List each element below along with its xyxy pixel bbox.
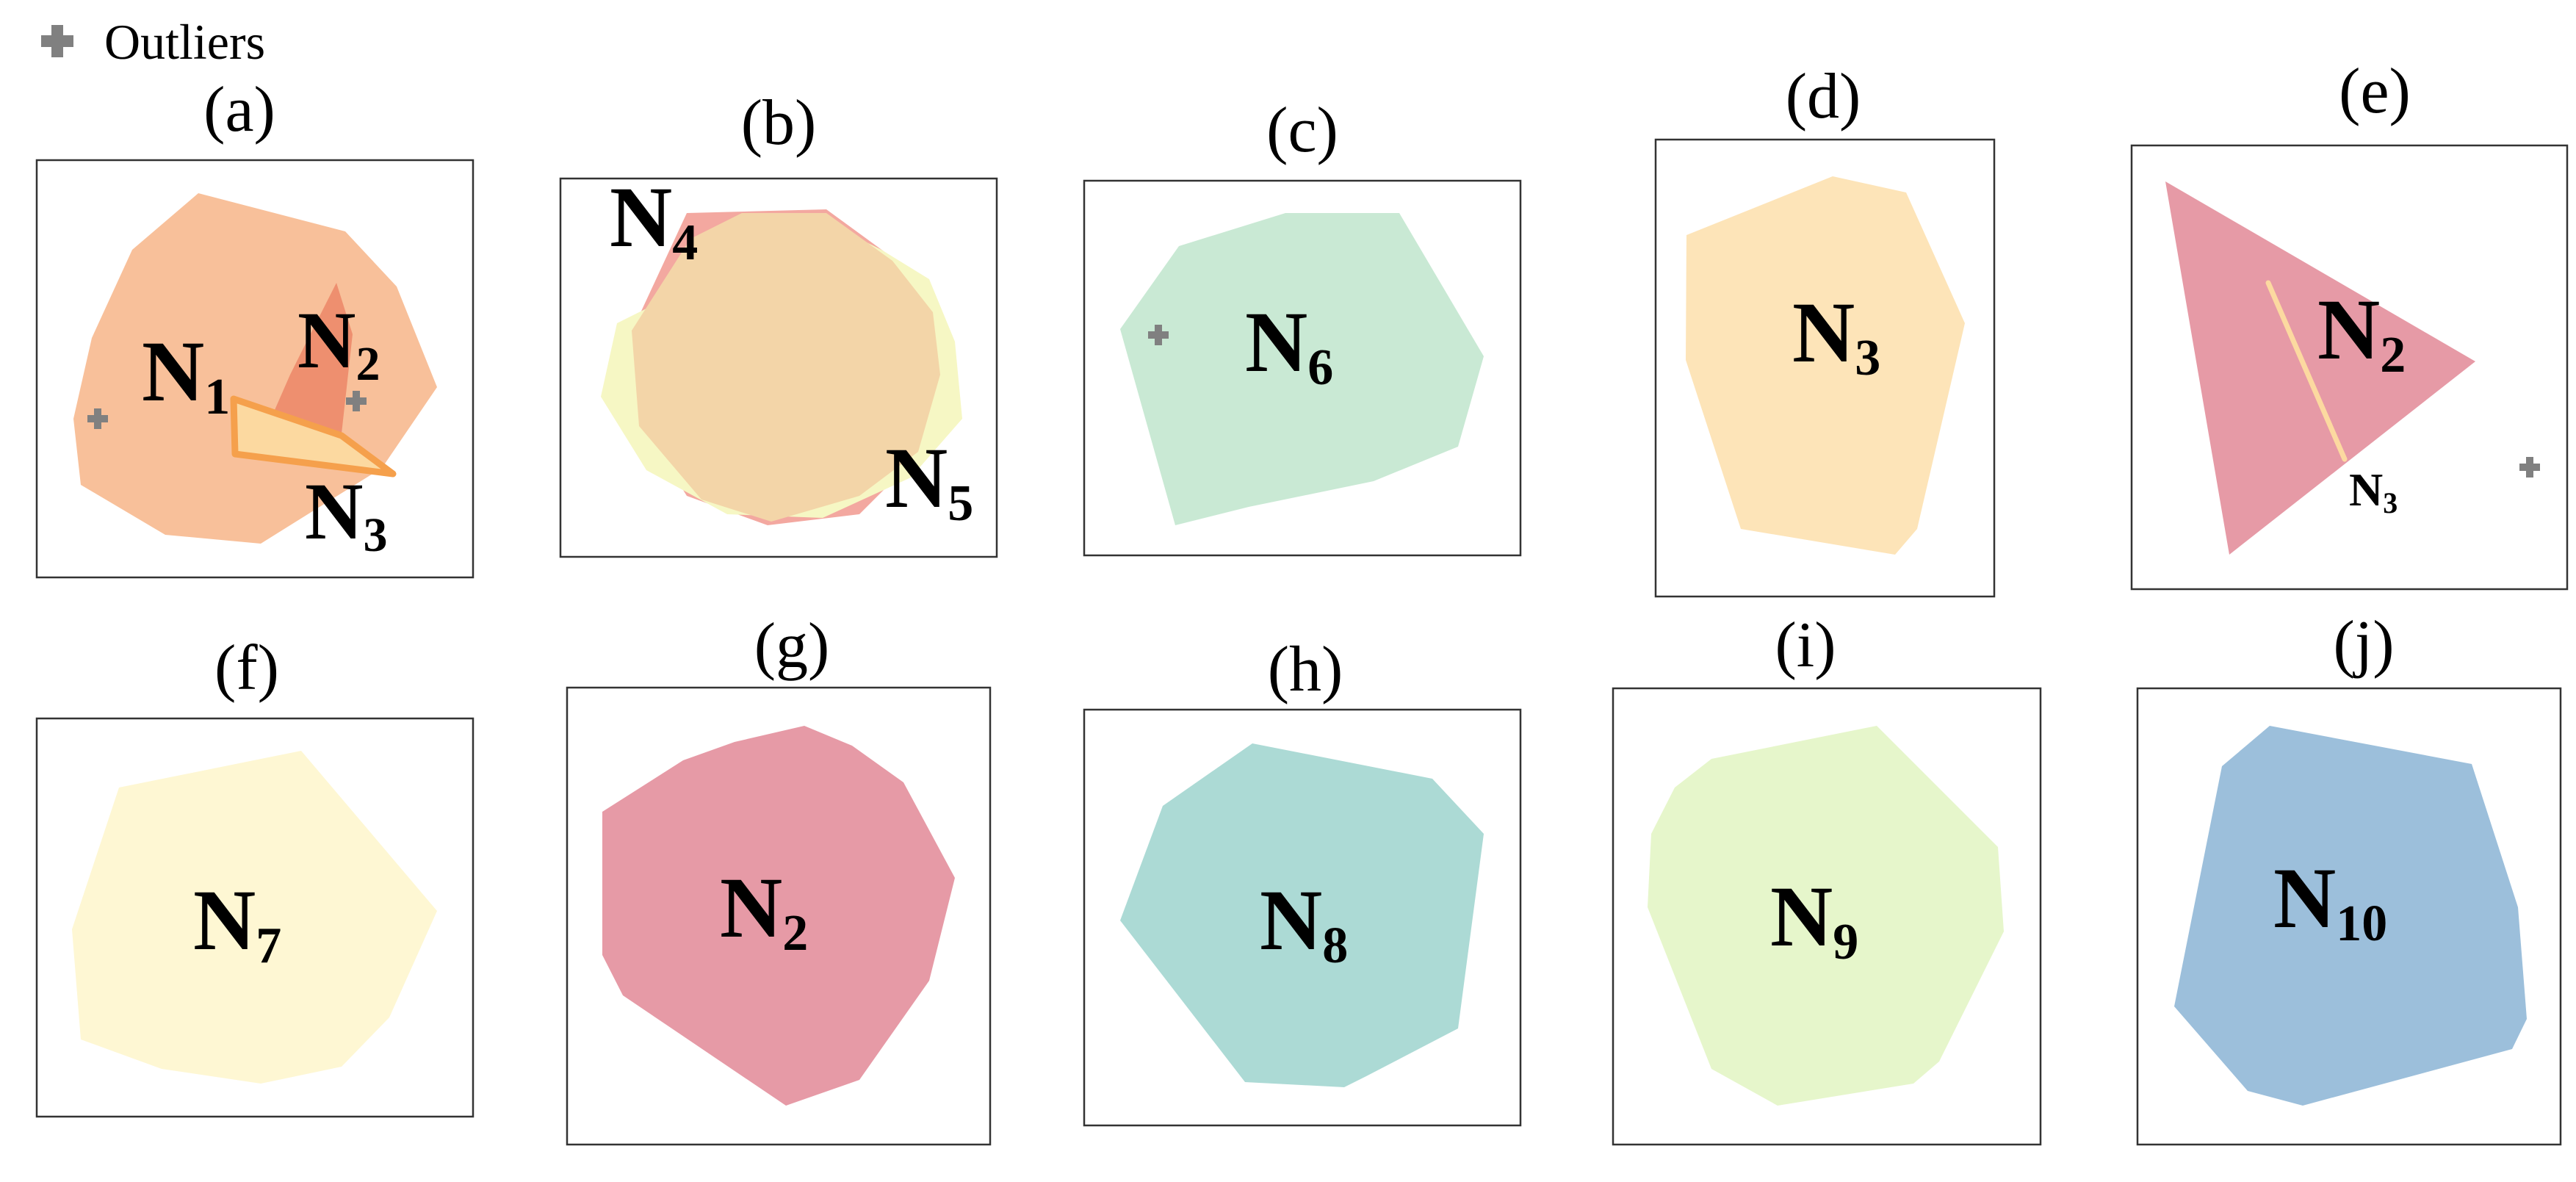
region-label-n3: N3	[1792, 284, 1880, 386]
region-label-n4: N4	[610, 169, 698, 271]
outlier-marker	[2519, 457, 2540, 478]
panel-title-h: (h)	[1268, 634, 1343, 705]
region-n1	[73, 193, 437, 544]
panel-a: (a) N1 N2 N3	[35, 74, 475, 579]
region-n3	[1686, 176, 1965, 555]
region-label-n2: N2	[297, 295, 380, 391]
legend: Outliers	[41, 14, 265, 70]
panel-title-a: (a)	[203, 74, 275, 145]
panel-title-i: (i)	[1775, 610, 1836, 681]
panel-g: (g) N2	[566, 610, 992, 1146]
region-label-n8: N8	[1260, 872, 1348, 974]
panel-c: (c) N6	[1083, 95, 1522, 557]
plus-icon	[41, 25, 73, 57]
region-n2	[264, 283, 353, 433]
panel-frame-f	[35, 717, 475, 1118]
region-n9	[1648, 726, 2004, 1106]
panel-frame-j	[2136, 687, 2562, 1146]
panel-f: (f) N7	[35, 633, 475, 1118]
region-n8	[1120, 743, 1484, 1087]
region-label-n1: N1	[142, 323, 230, 425]
panel-title-j: (j)	[2333, 608, 2394, 680]
panel-frame-c	[1083, 179, 1522, 557]
panel-title-b: (b)	[741, 87, 817, 159]
panel-frame-a	[35, 159, 475, 579]
region-label-n7: N7	[193, 872, 281, 974]
panel-i: (i) N9	[1612, 610, 2042, 1146]
panel-frame-d	[1654, 138, 1996, 598]
panel-title-g: (g)	[754, 610, 830, 682]
region-label-n10: N10	[2273, 850, 2387, 952]
panel-title-d: (d)	[1786, 61, 1861, 132]
panel-frame-g	[566, 686, 992, 1146]
region-n7	[72, 751, 437, 1084]
region-n10	[2174, 726, 2527, 1106]
region-n4-n5-overlap	[632, 213, 940, 522]
panel-h: (h) N8	[1083, 634, 1522, 1127]
region-label-n2: N2	[720, 860, 808, 962]
panel-b: (b) N4 N5	[559, 87, 998, 558]
region-n3	[2265, 280, 2348, 462]
region-label-n5: N5	[885, 430, 973, 532]
panel-title-f: (f)	[214, 633, 279, 704]
region-label-n3: N3	[305, 466, 387, 562]
legend-outliers-label: Outliers	[104, 14, 265, 70]
panel-e: (e) N2 N3	[2130, 56, 2569, 591]
region-n2	[602, 726, 955, 1106]
region-n3	[230, 395, 397, 478]
region-label-n3: N3	[2349, 464, 2398, 519]
panel-title-c: (c)	[1266, 95, 1338, 166]
region-label-n6: N6	[1245, 294, 1333, 396]
panel-j: (j) N10	[2136, 608, 2562, 1146]
panel-frame-b	[559, 177, 998, 558]
panel-frame-h	[1083, 708, 1522, 1127]
panel-frame-e	[2130, 144, 2569, 591]
panel-title-e: (e)	[2339, 56, 2411, 127]
region-label-n2: N2	[2317, 281, 2406, 383]
panel-frame-i	[1612, 687, 2042, 1146]
region-n2	[2165, 181, 2475, 555]
region-n6	[1120, 213, 1484, 525]
region-label-n9: N9	[1770, 868, 1858, 970]
panel-d: (d) N3	[1654, 61, 1996, 598]
